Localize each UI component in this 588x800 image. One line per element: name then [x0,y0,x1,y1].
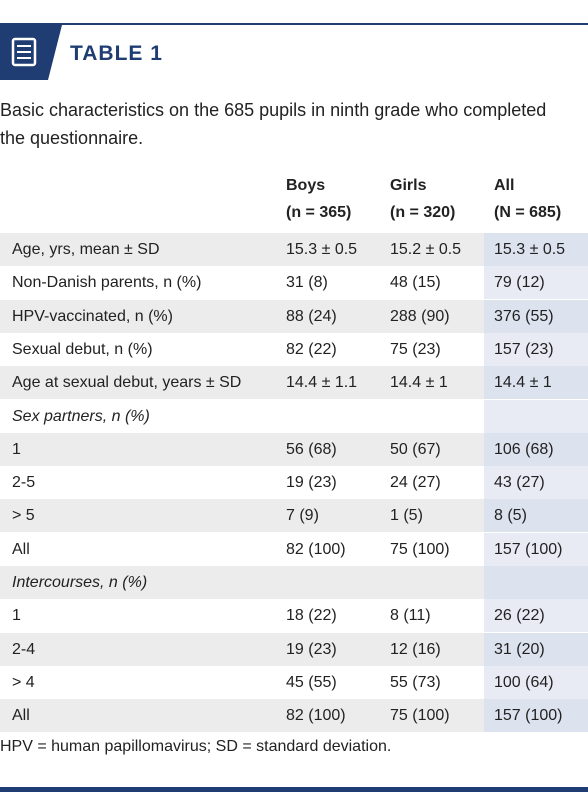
row-bg [0,233,484,266]
cell-value: 157 (23) [494,340,554,358]
cell-value: 12 (16) [390,640,441,658]
cell-value: 75 (23) [390,340,441,358]
cell-value: 50 (67) [390,440,441,458]
cell-value: 157 (100) [494,707,563,725]
row-label: 1 [12,607,21,625]
cell-value: 56 (68) [286,440,337,458]
row-label: Sexual debut, n (%) [12,340,153,358]
all-col-bg [484,432,588,466]
cell-value: 106 (68) [494,440,554,458]
cell-value: 100 (64) [494,673,554,691]
row-bg [0,299,484,333]
cell-value: 19 (23) [286,640,337,658]
column-header: (N = 685) [494,204,562,221]
all-col-bg [484,599,588,633]
row-bg [0,499,484,533]
all-col-bg [484,399,588,433]
row-bg [0,399,484,433]
row-bg [0,366,484,400]
cell-value: 376 (55) [494,307,554,325]
cell-value: 288 (90) [390,307,450,325]
row-label: Non-Danish parents, n (%) [12,274,202,292]
row-label: 2-5 [12,474,36,492]
cell-value: 24 (27) [390,474,441,492]
table-icon [0,25,62,80]
cell-value: 48 (15) [390,274,441,292]
table-title: TABLE 1 [70,42,163,65]
row-bg [0,532,484,566]
row-label: Age at sexual debut, years ± SD [12,374,242,392]
cell-value: 82 (22) [286,340,337,358]
cell-value: 1 (5) [390,507,423,525]
all-col-bg [484,233,588,266]
cell-value: 45 (55) [286,673,337,691]
cell-value: 18 (22) [286,607,337,625]
all-col-bg [484,699,588,733]
all-col-bg [484,366,588,400]
row-bg [0,599,484,633]
row-label: Sex partners, n (%) [12,407,150,425]
row-label: All [12,707,30,725]
all-col-bg [484,632,588,666]
row-label: All [12,540,30,558]
column-header: (n = 320) [390,204,456,221]
row-bg [0,632,484,666]
cell-value: 31 (20) [494,640,545,658]
cell-value: 7 (9) [286,507,319,525]
footnote: HPV = human papillomavirus; SD = standar… [0,738,392,755]
all-col-bg [484,466,588,500]
cell-value: 88 (24) [286,307,337,325]
column-header: All [494,177,515,194]
all-col-bg [484,299,588,333]
top-rule [0,23,588,25]
row-bg [0,432,484,466]
cell-value: 43 (27) [494,474,545,492]
cell-value: 14.4 ± 1 [494,374,552,392]
row-label: > 4 [12,673,35,691]
cell-value: 26 (22) [494,607,545,625]
row-label: Age, yrs, mean ± SD [12,241,160,258]
row-label: HPV-vaccinated, n (%) [12,307,173,325]
cell-value: 82 (100) [286,540,346,558]
cell-value: 31 (8) [286,274,328,292]
cell-value: 8 (5) [494,507,527,525]
cell-value: 19 (23) [286,474,337,492]
all-col-bg [484,532,588,566]
all-col-bg [484,266,588,300]
all-col-bg [484,665,588,699]
row-bg [0,566,484,599]
cell-value: 157 (100) [494,540,563,558]
cell-value: 15.3 ± 0.5 [286,241,358,258]
row-label: 1 [12,440,21,458]
column-header: Boys [286,177,326,194]
column-header: (n = 365) [286,204,352,221]
cell-value: 82 (100) [286,707,346,725]
cell-value: 14.4 ± 1.1 [286,374,358,392]
row-bg [0,699,484,733]
cell-value: 79 (12) [494,274,545,292]
cell-value: 15.3 ± 0.5 [494,241,566,258]
cell-value: 75 (100) [390,540,450,558]
cell-value: 14.4 ± 1 [390,374,448,392]
row-label: Intercourses, n (%) [12,574,148,591]
row-bg [0,332,484,366]
cell-value: 75 (100) [390,707,450,725]
row-label: > 5 [12,507,35,525]
all-col-bg [484,566,588,599]
all-col-bg [484,332,588,366]
row-bg [0,266,484,300]
cell-value: 8 (11) [390,607,431,625]
bottom-rule [0,787,588,792]
caption: Basic characteristics on the 685 pupils … [0,100,547,148]
cell-value: 15.2 ± 0.5 [390,241,462,258]
row-label: 2-4 [12,640,36,658]
row-bg [0,466,484,500]
row-bg [0,665,484,699]
cell-value: 55 (73) [390,673,441,691]
column-header: Girls [390,177,427,194]
all-col-bg [484,499,588,533]
